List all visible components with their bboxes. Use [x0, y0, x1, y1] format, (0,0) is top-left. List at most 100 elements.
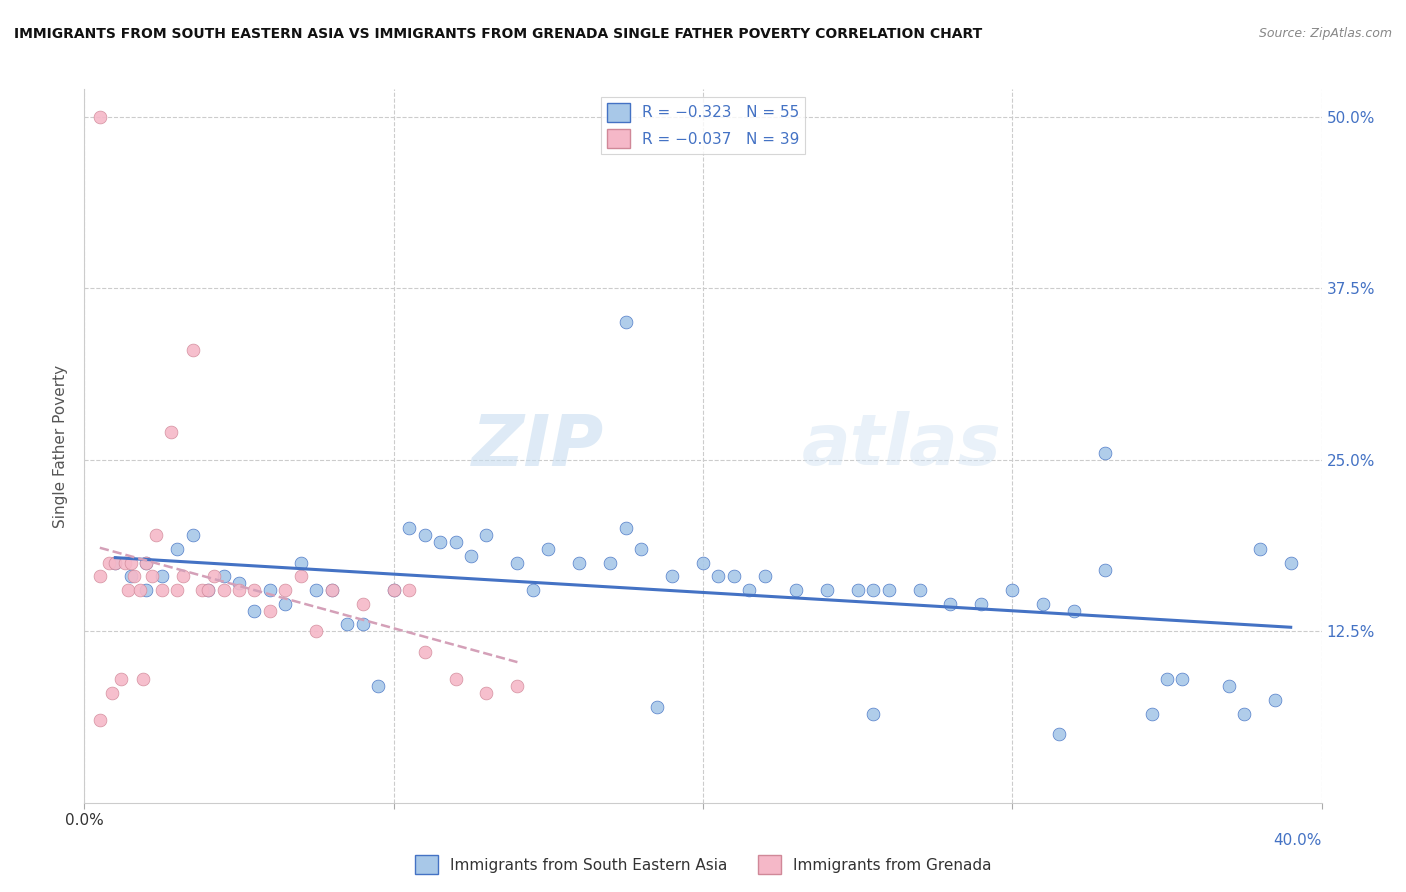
Point	[212, 583, 235, 598]
Point	[290, 569, 312, 583]
Point	[336, 617, 359, 632]
Point	[970, 597, 993, 611]
Point	[1140, 706, 1163, 721]
Point	[352, 597, 374, 611]
Point	[305, 624, 328, 639]
Point	[243, 583, 266, 598]
Point	[1249, 541, 1271, 556]
Point	[506, 679, 529, 693]
Point	[568, 556, 591, 570]
Point	[1156, 673, 1178, 687]
Point	[939, 597, 962, 611]
Point	[122, 569, 145, 583]
Point	[429, 535, 451, 549]
Point	[1001, 583, 1024, 598]
Point	[132, 673, 155, 687]
Point	[614, 521, 637, 535]
Point	[321, 583, 343, 598]
Point	[150, 569, 173, 583]
Point	[228, 583, 250, 598]
Point	[785, 583, 807, 598]
Text: 40.0%: 40.0%	[1274, 833, 1322, 848]
Text: Source: ZipAtlas.com: Source: ZipAtlas.com	[1258, 27, 1392, 40]
Point	[908, 583, 931, 598]
Point	[321, 583, 343, 598]
Point	[645, 699, 668, 714]
Point	[1279, 556, 1302, 570]
Point	[475, 528, 498, 542]
Point	[89, 569, 111, 583]
Point	[274, 583, 297, 598]
Point	[398, 583, 420, 598]
Point	[754, 569, 776, 583]
Point	[738, 583, 761, 598]
Point	[1264, 693, 1286, 707]
Point	[614, 316, 637, 330]
Point	[413, 528, 436, 542]
Point	[135, 556, 157, 570]
Point	[537, 541, 560, 556]
Point	[630, 541, 652, 556]
Point	[181, 343, 204, 357]
Point	[101, 686, 124, 700]
Point	[862, 583, 884, 598]
Legend: R = −0.323   N = 55, R = −0.037   N = 39: R = −0.323 N = 55, R = −0.037 N = 39	[600, 97, 806, 154]
Point	[1063, 604, 1085, 618]
Point	[135, 583, 157, 598]
Point	[460, 549, 482, 563]
Legend: Immigrants from South Eastern Asia, Immigrants from Grenada: Immigrants from South Eastern Asia, Immi…	[409, 849, 997, 880]
Point	[692, 556, 714, 570]
Point	[522, 583, 544, 598]
Point	[166, 583, 188, 598]
Point	[707, 569, 730, 583]
Point	[475, 686, 498, 700]
Point	[305, 583, 328, 598]
Point	[197, 583, 219, 598]
Point	[117, 583, 139, 598]
Point	[382, 583, 405, 598]
Point	[212, 569, 235, 583]
Point	[172, 569, 194, 583]
Point	[135, 556, 157, 570]
Point	[259, 583, 281, 598]
Point	[1233, 706, 1256, 721]
Point	[1171, 673, 1194, 687]
Point	[444, 535, 467, 549]
Point	[243, 604, 266, 618]
Point	[352, 617, 374, 632]
Point	[506, 556, 529, 570]
Point	[382, 583, 405, 598]
Point	[1218, 679, 1240, 693]
Point	[862, 706, 884, 721]
Point	[1032, 597, 1054, 611]
Point	[259, 604, 281, 618]
Text: ZIP: ZIP	[472, 411, 605, 481]
Y-axis label: Single Father Poverty: Single Father Poverty	[53, 365, 69, 527]
Point	[1094, 446, 1116, 460]
Point	[110, 673, 132, 687]
Point	[191, 583, 214, 598]
Point	[120, 556, 142, 570]
Point	[202, 569, 225, 583]
Point	[197, 583, 219, 598]
Point	[228, 576, 250, 591]
Point	[160, 425, 183, 440]
Point	[98, 556, 121, 570]
Point	[599, 556, 621, 570]
Point	[1094, 562, 1116, 576]
Point	[815, 583, 838, 598]
Point	[367, 679, 389, 693]
Point	[181, 528, 204, 542]
Text: IMMIGRANTS FROM SOUTH EASTERN ASIA VS IMMIGRANTS FROM GRENADA SINGLE FATHER POVE: IMMIGRANTS FROM SOUTH EASTERN ASIA VS IM…	[14, 27, 983, 41]
Point	[141, 569, 163, 583]
Point	[290, 556, 312, 570]
Point	[145, 528, 167, 542]
Point	[114, 556, 136, 570]
Point	[661, 569, 683, 583]
Point	[104, 556, 127, 570]
Point	[846, 583, 869, 598]
Text: atlas: atlas	[801, 411, 1001, 481]
Point	[150, 583, 173, 598]
Point	[1047, 727, 1070, 741]
Point	[129, 583, 152, 598]
